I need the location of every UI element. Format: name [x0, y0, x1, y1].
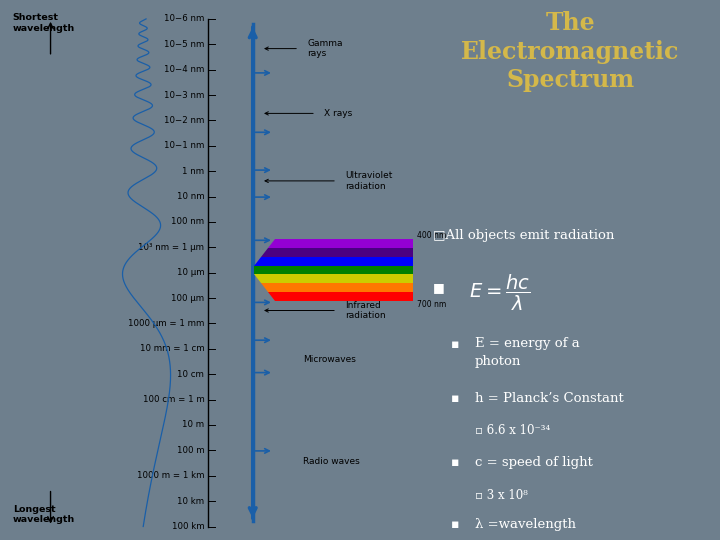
Text: Visible light: Visible light — [316, 266, 369, 274]
Text: 400 nm: 400 nm — [417, 232, 446, 240]
Text: Longest
wavelength: Longest wavelength — [13, 505, 75, 524]
Text: 10 μm: 10 μm — [176, 268, 204, 277]
Text: ▪: ▪ — [451, 392, 459, 404]
Text: c = speed of light: c = speed of light — [475, 456, 593, 469]
Text: ■: ■ — [433, 281, 445, 294]
Text: 10 m: 10 m — [182, 421, 204, 429]
Polygon shape — [261, 284, 413, 292]
Text: 10−3 nm: 10−3 nm — [164, 91, 204, 99]
Text: 10 km: 10 km — [177, 497, 204, 505]
Text: h = Planck’s Constant: h = Planck’s Constant — [475, 392, 624, 404]
Text: 100 cm = 1 m: 100 cm = 1 m — [143, 395, 204, 404]
Text: 10 cm: 10 cm — [177, 370, 204, 379]
Text: Radio waves: Radio waves — [303, 457, 360, 466]
Text: Microwaves: Microwaves — [303, 355, 356, 363]
Text: ▪: ▪ — [451, 338, 459, 350]
Text: 100 km: 100 km — [171, 522, 204, 531]
Text: 10−6 nm: 10−6 nm — [164, 15, 204, 23]
Polygon shape — [268, 239, 413, 248]
Text: $E = \dfrac{hc}{\lambda}$: $E = \dfrac{hc}{\lambda}$ — [469, 273, 531, 313]
Text: 10 mm = 1 cm: 10 mm = 1 cm — [140, 345, 204, 353]
Text: 100 m: 100 m — [176, 446, 204, 455]
Text: 1 nm: 1 nm — [182, 167, 204, 176]
Text: Infrared
radiation: Infrared radiation — [346, 301, 386, 320]
Text: ▪: ▪ — [451, 456, 459, 469]
Text: ▫ 3 x 10⁸: ▫ 3 x 10⁸ — [475, 489, 528, 502]
Text: E = energy of a
photon: E = energy of a photon — [475, 338, 580, 368]
Text: Ultraviolet
radiation: Ultraviolet radiation — [346, 171, 392, 191]
Text: 100 μm: 100 μm — [171, 294, 204, 302]
Polygon shape — [254, 266, 413, 274]
Text: 10−1 nm: 10−1 nm — [164, 141, 204, 150]
Text: X rays: X rays — [324, 109, 353, 118]
Text: Gamma
rays: Gamma rays — [307, 39, 343, 58]
Text: 100 nm: 100 nm — [171, 218, 204, 226]
Polygon shape — [254, 256, 413, 266]
Text: 10 nm: 10 nm — [176, 192, 204, 201]
Text: ▫ 6.6 x 10⁻³⁴: ▫ 6.6 x 10⁻³⁴ — [475, 424, 550, 437]
Text: ▪: ▪ — [451, 518, 459, 531]
Text: 10−2 nm: 10−2 nm — [164, 116, 204, 125]
Text: 1000 m = 1 km: 1000 m = 1 km — [137, 471, 204, 480]
Text: 10³ nm = 1 μm: 10³ nm = 1 μm — [138, 243, 204, 252]
Text: Shortest
wavelength: Shortest wavelength — [13, 14, 75, 33]
Polygon shape — [268, 292, 413, 301]
Text: 10−5 nm: 10−5 nm — [164, 40, 204, 49]
Polygon shape — [261, 248, 413, 256]
Text: 10−4 nm: 10−4 nm — [164, 65, 204, 74]
Text: The
Electromagnetic
Spectrum: The Electromagnetic Spectrum — [462, 11, 680, 92]
Text: 700 nm: 700 nm — [417, 300, 446, 308]
Polygon shape — [254, 274, 413, 284]
Text: □All objects emit radiation: □All objects emit radiation — [433, 230, 615, 242]
Text: 1000 μm = 1 mm: 1000 μm = 1 mm — [128, 319, 204, 328]
Text: λ =wavelength: λ =wavelength — [475, 518, 576, 531]
